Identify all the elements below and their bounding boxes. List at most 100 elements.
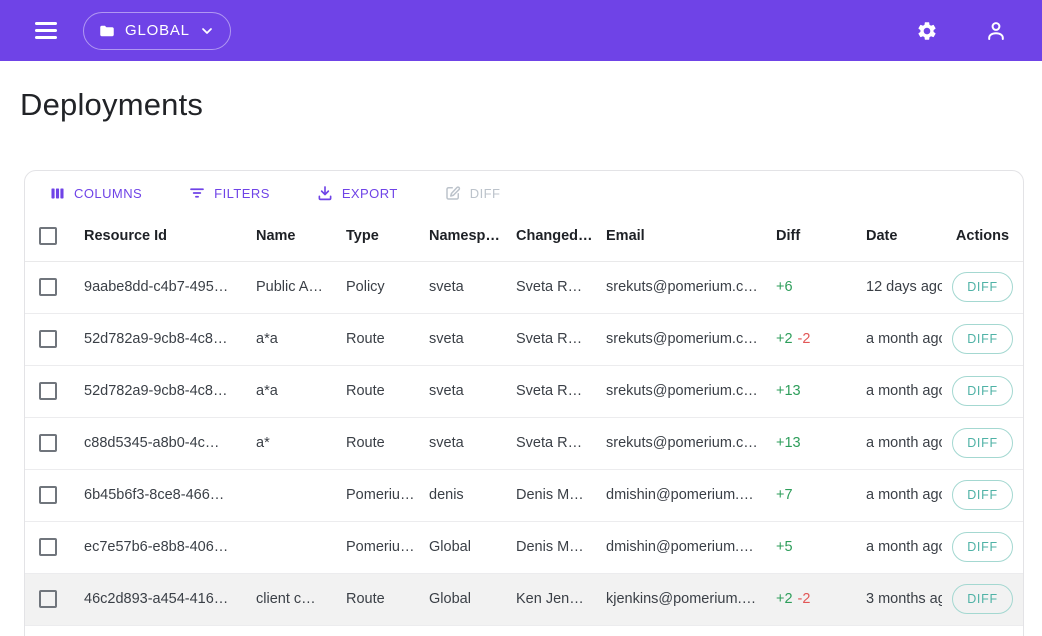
row-checkbox[interactable] [39,434,57,452]
table-row: 6b45b6f3-8ce8-466… Pomeriu… denis Denis … [25,469,1023,522]
row-diff-button[interactable]: DIFF [952,376,1013,406]
cell-changed-by: Sveta R… [516,417,606,470]
columns-button[interactable]: COLUMNS [41,181,150,206]
cell-resource-id: 9aabe8dd-c4b7-495… [84,261,256,314]
download-icon [316,184,334,202]
deployments-table: Resource Id Name Type Namesp… Changed… E… [25,211,1023,626]
cell-name: Public A… [256,261,346,314]
cell-name [256,521,346,574]
cell-type: Pomeriu… [346,521,429,574]
cell-namespace: sveta [429,261,516,314]
diff-added-count: +6 [776,279,793,295]
cell-namespace: Global [429,521,516,574]
cell-email: srekuts@pomerium.c… [606,417,776,470]
cell-diff: +5 [776,521,866,574]
row-diff-button[interactable]: DIFF [952,532,1013,562]
filters-button-label: FILTERS [214,185,270,201]
row-checkbox[interactable] [39,538,57,556]
menu-button[interactable] [31,18,61,43]
cell-changed-by: Denis M… [516,469,606,522]
row-checkbox[interactable] [39,330,57,348]
column-header-diff: Diff [776,211,866,262]
cell-resource-id: 46c2d893-a454-416… [84,573,256,626]
app-header: GLOBAL [0,0,1042,61]
cell-email: srekuts@pomerium.c… [606,261,776,314]
column-header-email: Email [606,211,776,262]
row-checkbox[interactable] [39,382,57,400]
cell-type: Route [346,365,429,418]
cell-email: srekuts@pomerium.c… [606,313,776,366]
row-checkbox[interactable] [39,590,57,608]
cell-resource-id: ec7e57b6-e8b8-406… [84,521,256,574]
diff-added-count: +2 [776,331,793,347]
cell-date: a month ago [866,313,942,366]
cell-namespace: sveta [429,365,516,418]
cell-diff: +7 [776,469,866,522]
cell-namespace: sveta [429,417,516,470]
row-diff-button[interactable]: DIFF [952,272,1013,302]
person-icon [984,19,1008,43]
diff-added-count: +2 [776,591,793,607]
table-row: 9aabe8dd-c4b7-495… Public A… Policy svet… [25,261,1023,314]
cell-name: a*a [256,365,346,418]
cell-email: srekuts@pomerium.c… [606,365,776,418]
cell-type: Pomeriu… [346,469,429,522]
namespace-selector[interactable]: GLOBAL [83,11,231,50]
cell-changed-by: Ken Jen… [516,573,606,626]
cell-diff: +2 -2 [776,573,866,626]
cell-type: Policy [346,261,429,314]
row-diff-button[interactable]: DIFF [952,584,1013,614]
cell-date: 12 days ago [866,261,942,314]
cell-resource-id: 52d782a9-9cb8-4c8… [84,313,256,366]
columns-button-label: COLUMNS [74,185,143,201]
cell-date: a month ago [866,469,942,522]
cell-date: a month ago [866,521,942,574]
account-button[interactable] [980,15,1012,47]
filters-button[interactable]: FILTERS [180,180,278,206]
cell-namespace: Global [429,573,516,626]
cell-date: a month ago [866,417,942,470]
table-row: 46c2d893-a454-416… client c… Route Globa… [25,573,1023,626]
column-header-namespace: Namesp… [429,211,516,262]
gear-icon [916,20,938,42]
row-diff-button[interactable]: DIFF [952,428,1013,458]
table-row: 52d782a9-9cb8-4c8… a*a Route sveta Sveta… [25,313,1023,366]
cell-changed-by: Sveta R… [516,365,606,418]
diff-toolbar-button: DIFF [436,180,509,206]
diff-added-count: +13 [776,383,801,399]
cell-email: kjenkins@pomerium.… [606,573,776,626]
cell-resource-id: 6b45b6f3-8ce8-466… [84,469,256,522]
row-diff-button[interactable]: DIFF [952,324,1013,354]
diff-removed-count: -2 [797,591,811,607]
cell-diff: +13 [776,417,866,470]
cell-changed-by: Sveta R… [516,313,606,366]
diff-added-count: +13 [776,435,801,451]
cell-diff: +13 [776,365,866,418]
column-header-actions: Actions [942,211,1023,262]
table-row: c88d5345-a8b0-4c… a* Route sveta Sveta R… [25,417,1023,470]
cell-type: Route [346,417,429,470]
column-header-date: Date [866,211,942,262]
table-header-row: Resource Id Name Type Namesp… Changed… E… [25,211,1023,262]
select-all-checkbox[interactable] [39,226,57,245]
cell-name [256,469,346,522]
row-checkbox[interactable] [39,278,57,296]
diff-removed-count: -2 [797,331,811,347]
column-header-changed-by: Changed… [516,211,606,262]
export-button[interactable]: EXPORT [308,180,406,206]
column-header-resource-id: Resource Id [84,211,256,262]
columns-icon [49,185,66,202]
table-row: 52d782a9-9cb8-4c8… a*a Route sveta Sveta… [25,365,1023,418]
cell-type: Route [346,313,429,366]
cell-resource-id: c88d5345-a8b0-4c… [84,417,256,470]
column-header-type: Type [346,211,429,262]
cell-namespace: denis [429,469,516,522]
settings-button[interactable] [912,16,942,46]
cell-changed-by: Denis M… [516,521,606,574]
cell-date: 3 months ago [866,573,942,626]
column-header-name: Name [256,211,346,262]
row-diff-button[interactable]: DIFF [952,480,1013,510]
cell-diff: +2 -2 [776,313,866,366]
deployments-card: COLUMNS FILTERS EXPORT [24,170,1024,636]
row-checkbox[interactable] [39,486,57,504]
